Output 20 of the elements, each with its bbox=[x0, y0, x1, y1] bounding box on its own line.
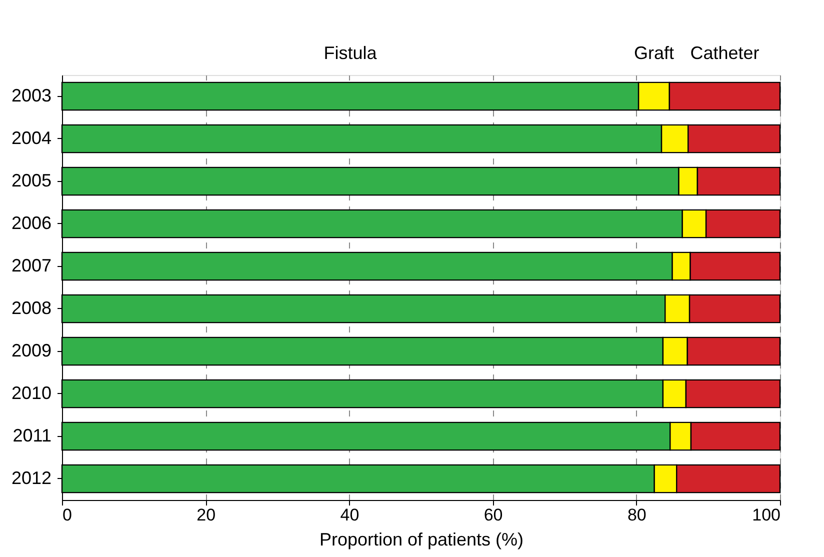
x-tick-label: 40 bbox=[340, 506, 360, 524]
y-tick-label: 2005 bbox=[11, 170, 52, 190]
y-tick-label: 2003 bbox=[11, 85, 52, 106]
y-tick-label: 2004 bbox=[11, 128, 52, 148]
series-label: Catheter bbox=[690, 43, 760, 63]
y-tick-label: 2007 bbox=[11, 255, 52, 276]
y-tick-label: 2006 bbox=[11, 212, 52, 233]
series-label: Fistula bbox=[324, 43, 378, 63]
y-tick-label: 2011 bbox=[12, 425, 52, 446]
x-tick-label: 80 bbox=[627, 506, 646, 524]
x-tick-label: 20 bbox=[196, 506, 216, 524]
y-tick-label: 2008 bbox=[11, 298, 52, 318]
series-label: Graft bbox=[634, 43, 674, 63]
x-axis-title: Proportion of patients (%) bbox=[319, 530, 524, 550]
x-tick-label: 0 bbox=[62, 506, 72, 524]
x-tick-label: 100 bbox=[752, 506, 780, 524]
x-tick-label: 60 bbox=[484, 506, 503, 524]
y-tick-label: 2009 bbox=[11, 340, 52, 360]
y-tick-label: 2012 bbox=[11, 468, 52, 488]
y-tick-label: 2010 bbox=[11, 382, 52, 403]
